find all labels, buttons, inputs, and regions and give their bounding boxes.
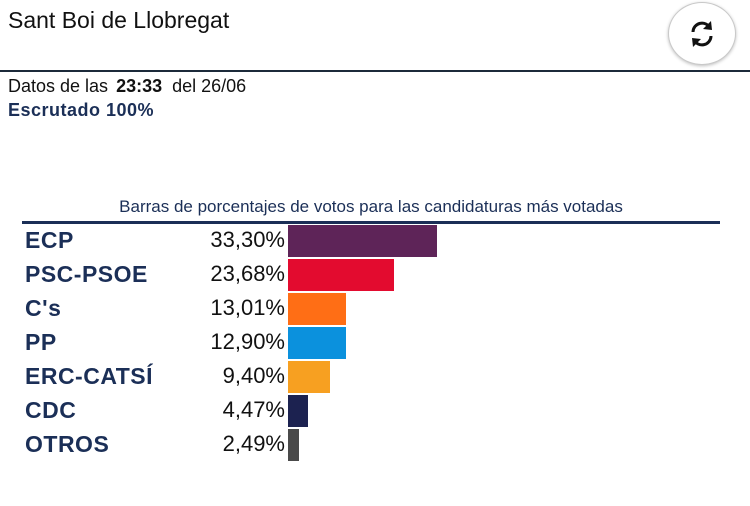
vote-percentage: 9,40% — [222, 363, 285, 388]
vote-bar — [288, 327, 346, 359]
vote-percentage: 13,01% — [210, 295, 285, 320]
result-row: OTROS 2,49% — [22, 428, 720, 462]
result-row: ECP 33,30% — [22, 224, 720, 258]
vote-bar — [288, 429, 299, 461]
party-name: PP — [25, 329, 57, 355]
vote-bar — [288, 225, 437, 257]
vote-bar — [288, 395, 308, 427]
vote-bar — [288, 293, 346, 325]
update-time: 23:33 — [116, 76, 163, 96]
vote-percentage: 33,30% — [210, 227, 285, 252]
result-row: C's 13,01% — [22, 292, 720, 326]
app-header: Sant Boi de Llobregat — [0, 0, 750, 72]
update-timestamp: Datos de las 23:33 del 26/06 — [8, 76, 246, 97]
party-name: C's — [25, 295, 62, 321]
vote-percentage: 4,47% — [222, 397, 285, 422]
party-name: PSC-PSOE — [25, 261, 148, 287]
scrutiny-status: Escrutado 100% — [8, 100, 155, 120]
vote-bar — [288, 259, 394, 291]
party-name: OTROS — [25, 431, 110, 457]
result-row: PP 12,90% — [22, 326, 720, 360]
page-title: Sant Boi de Llobregat — [8, 7, 230, 33]
vote-percentage: 23,68% — [210, 261, 285, 286]
result-row: CDC 4,47% — [22, 394, 720, 428]
refresh-arrows-icon — [691, 20, 713, 47]
party-name: ERC-CATSÍ — [25, 363, 154, 389]
party-name: ECP — [25, 227, 74, 253]
vote-bar — [288, 361, 330, 393]
vote-percentage: 2,49% — [222, 431, 285, 456]
vote-percentage: 12,90% — [210, 329, 285, 354]
result-row: PSC-PSOE 23,68% — [22, 258, 720, 292]
update-date: del 26/06 — [172, 76, 247, 96]
refresh-button[interactable] — [668, 2, 736, 65]
chart-divider — [22, 221, 720, 224]
party-name: CDC — [25, 397, 77, 423]
result-row: ERC-CATSÍ 9,40% — [22, 360, 720, 394]
chart-title: Barras de porcentajes de votos para las … — [119, 197, 623, 216]
update-prefix: Datos de las — [8, 76, 109, 96]
